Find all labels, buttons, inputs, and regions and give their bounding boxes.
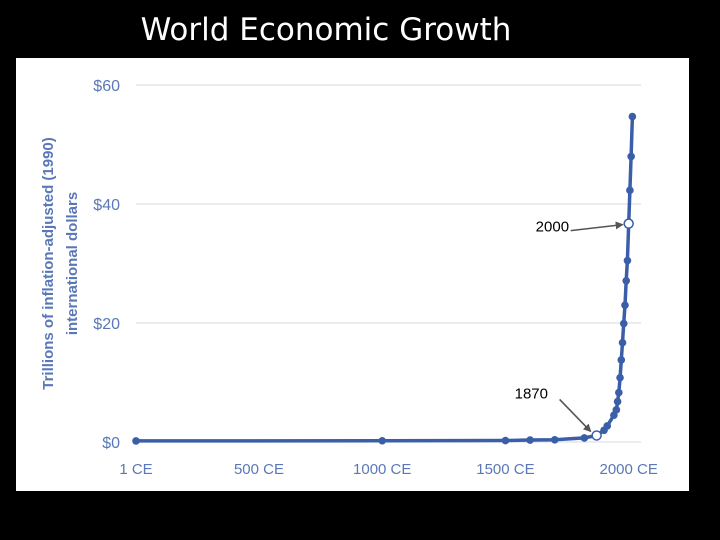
data-point <box>615 388 623 397</box>
y-axis-label-line: international dollars <box>64 192 81 335</box>
annotation-arrow <box>570 221 624 232</box>
data-point <box>626 186 634 195</box>
data-point <box>616 373 624 382</box>
annotation-arrow <box>559 398 592 433</box>
data-point <box>628 112 637 121</box>
y-axis-label-line: Trillions of inflation-adjusted (1990) <box>40 137 57 390</box>
data-point <box>378 436 387 445</box>
data-point <box>501 436 510 445</box>
data-point <box>591 430 602 441</box>
x-tick-label: 1 CE <box>119 461 152 478</box>
y-tick-label: $0 <box>102 435 120 452</box>
y-tick-label: $20 <box>93 316 120 333</box>
y-tick-label: $40 <box>93 197 120 214</box>
data-point <box>612 406 621 414</box>
series-line <box>135 116 635 443</box>
data-point <box>526 436 534 444</box>
annotation-label: 2000 <box>536 219 569 236</box>
data-point <box>618 338 627 347</box>
y-tick-labels: $0 $20 $40 $60 <box>93 78 120 452</box>
data-point <box>622 276 631 285</box>
data-point <box>603 422 612 430</box>
series-points <box>132 112 637 445</box>
x-tick-label: 500 CE <box>234 461 284 478</box>
data-point <box>550 435 559 444</box>
y-axis-label: Trillions of inflation-adjusted (1990) in… <box>40 137 81 390</box>
chart-panel: $0 $20 $40 $60 1 CE 500 CE 1000 CE 1500 CE 2000… <box>16 58 689 491</box>
x-tick-label: 2000 CE <box>599 461 657 478</box>
series-line-layer <box>135 116 635 443</box>
data-point <box>619 319 628 328</box>
data-point <box>623 218 634 229</box>
data-point <box>132 437 140 445</box>
gridlines <box>136 84 641 443</box>
annotation-label: 1870 <box>515 385 548 402</box>
annotations: 1870 2000 <box>515 219 624 433</box>
slide-title: World Economic Growth <box>140 12 512 48</box>
data-point <box>617 356 626 364</box>
x-tick-labels: 1 CE 500 CE 1000 CE 1500 CE 2000 CE <box>119 461 658 478</box>
data-point <box>627 152 635 161</box>
data-point <box>580 434 589 442</box>
x-tick-label: 1000 CE <box>353 461 411 478</box>
data-point <box>623 256 632 265</box>
y-tick-label: $60 <box>93 78 120 95</box>
data-point <box>621 301 629 309</box>
data-point <box>613 397 622 406</box>
x-tick-label: 1500 CE <box>476 461 534 478</box>
line-chart: $0 $20 $40 $60 1 CE 500 CE 1000 CE 1500 CE 2000… <box>40 78 658 478</box>
